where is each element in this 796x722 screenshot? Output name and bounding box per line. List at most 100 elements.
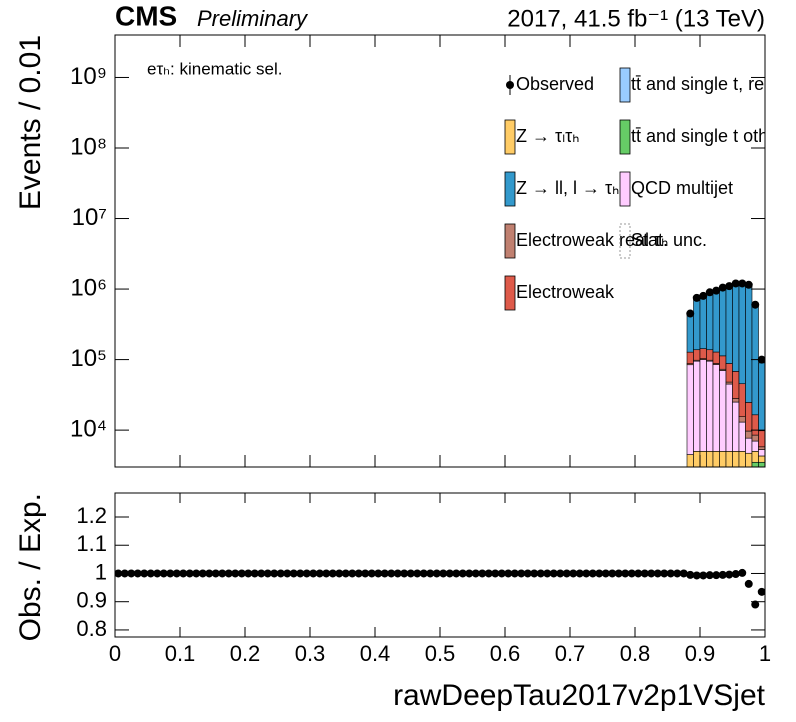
ratio-point: [549, 569, 558, 578]
ratio-point: [478, 569, 487, 578]
stack-bar: [758, 430, 765, 448]
ratio-point: [348, 569, 357, 578]
ratio-point: [237, 569, 246, 578]
legend-swatch: [619, 119, 631, 155]
ratio-point: [556, 569, 565, 578]
stack-bar: [751, 434, 759, 442]
ratio-point: [608, 569, 617, 578]
legend-swatch: [504, 171, 516, 207]
stack-bar: [725, 363, 733, 383]
stack-bar: [706, 360, 714, 452]
ratio-point: [413, 569, 422, 578]
ratio-point: [309, 569, 318, 578]
stack-bar: [712, 351, 720, 364]
ratio-point: [289, 569, 298, 578]
preliminary-label: Preliminary: [197, 6, 309, 31]
ratio-point: [244, 569, 253, 578]
ratio-point: [543, 569, 552, 578]
ratio-point: [341, 569, 350, 578]
stack-bar: [693, 349, 701, 361]
stack-bar: [738, 283, 746, 385]
ratio-y-tick-label: 1: [95, 559, 107, 584]
observed-point: [731, 279, 740, 288]
stack-bar: [751, 440, 759, 452]
x-axis-label: rawDeepTau2017v2p1VSjet: [393, 679, 766, 712]
stack-bar: [686, 314, 694, 353]
ratio-point: [224, 569, 233, 578]
ratio-point: [634, 569, 643, 578]
ratio-point: [218, 569, 227, 578]
stack-bar: [758, 362, 765, 432]
y-axis-label: Events / 0.01: [14, 35, 47, 210]
legend-swatch: [504, 223, 516, 259]
y-tick-label: 10⁸: [70, 133, 107, 160]
ratio-point: [621, 569, 630, 578]
ratio-y-tick-label: 1.1: [76, 531, 107, 556]
stack-bar: [751, 461, 759, 467]
stack-bar: [706, 451, 714, 467]
ratio-point: [705, 571, 714, 580]
ratio-point: [725, 570, 734, 579]
ratio-point: [276, 569, 285, 578]
legend-label: Observed: [516, 74, 594, 94]
ratio-point: [445, 569, 454, 578]
legend-swatch: [619, 223, 631, 259]
ratio-point: [250, 569, 259, 578]
ratio-point: [283, 569, 292, 578]
stack-bar: [732, 401, 740, 452]
ratio-y-tick-label: 1.2: [76, 503, 107, 528]
ratio-point: [692, 571, 701, 580]
ratio-point: [536, 569, 545, 578]
ratio-point: [354, 569, 363, 578]
stack-bar: [758, 449, 765, 457]
ratio-point: [426, 569, 435, 578]
ratio-y-axis-label: Obs. / Exp.: [14, 493, 47, 641]
ratio-point: [627, 569, 636, 578]
ratio-point: [497, 569, 506, 578]
stack-bar: [745, 437, 753, 454]
ratio-point: [666, 569, 675, 578]
y-tick-label: 10⁷: [72, 204, 107, 231]
observed-point: [751, 300, 760, 309]
legend-swatch: [619, 171, 631, 207]
x-tick-label: 0.8: [620, 641, 651, 666]
stack-bar: [719, 288, 727, 357]
ratio-y-tick-label: 0.8: [76, 616, 107, 641]
stack-bar: [712, 451, 720, 467]
stack-bar: [751, 306, 759, 416]
ratio-point: [387, 569, 396, 578]
ratio-point: [751, 600, 760, 609]
stack-bar: [745, 452, 753, 467]
ratio-point: [569, 569, 578, 578]
ratio-point: [302, 569, 311, 578]
stack-bar: [745, 430, 753, 439]
x-tick-label: 0.2: [230, 641, 261, 666]
stack-bar: [712, 291, 720, 353]
x-tick-label: 0.7: [555, 641, 586, 666]
stack-bar: [719, 370, 727, 452]
ratio-point: [452, 569, 461, 578]
stack-bar: [738, 383, 746, 417]
lumi-label: 2017, 41.5 fb⁻¹ (13 TeV): [507, 5, 765, 32]
stack-bar: [758, 455, 765, 463]
legend: Observed Z → τₗτₕ Z → ll, l → τₕ Electrowea…: [504, 67, 765, 311]
observed-point: [738, 279, 747, 288]
legend-label: QCD multijet: [631, 178, 733, 198]
stack-bar: [694, 473, 701, 489]
legend-swatch: [504, 119, 516, 155]
ratio-frame: [114, 492, 766, 638]
stack-bar: [713, 473, 720, 489]
ratio-point: [510, 569, 519, 578]
ratio-point: [523, 569, 532, 578]
ratio-point: [406, 569, 415, 578]
ratio-point: [588, 569, 597, 578]
ratio-point: [315, 569, 324, 578]
observed-point: [718, 283, 727, 292]
legend-swatch: [619, 67, 631, 103]
stack-bar: [733, 473, 740, 489]
legend-label: Z → τₗτₕ: [516, 126, 579, 146]
ratio-point: [439, 569, 448, 578]
stack-bar: [687, 473, 694, 489]
stack-bar: [693, 298, 701, 351]
